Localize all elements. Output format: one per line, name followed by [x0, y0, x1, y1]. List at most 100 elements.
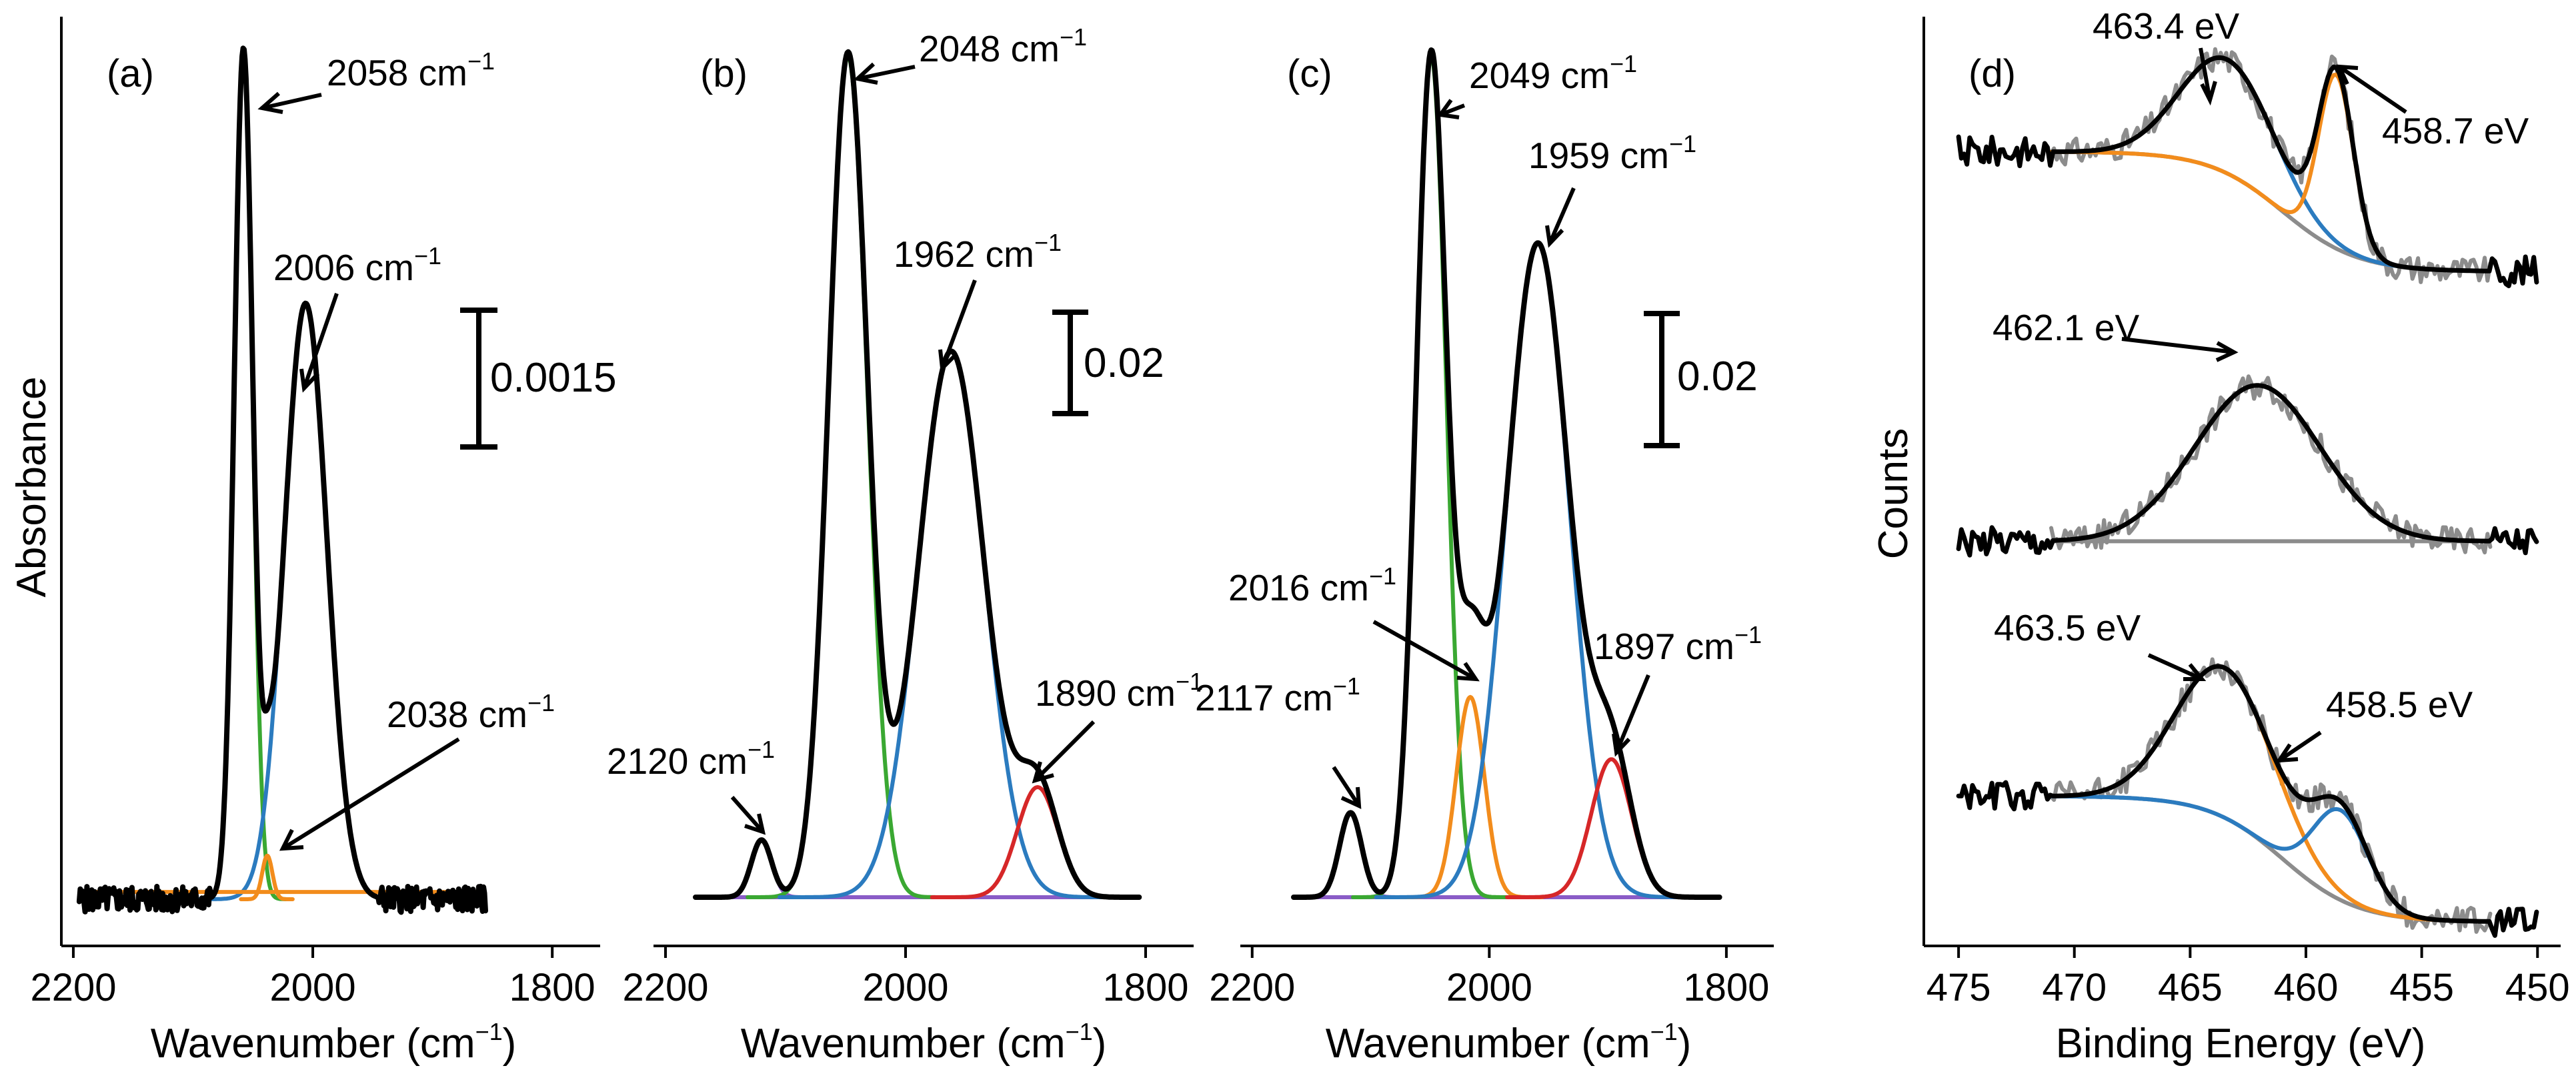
- panel-a-annotation-2058: 2058 cm−1: [327, 47, 495, 93]
- panel-a-xlabel: Wavenumber (cm−1): [151, 1018, 517, 1067]
- panel-d-bottom-envelope: [1956, 664, 2539, 938]
- panel-a-label: (a): [107, 52, 154, 95]
- panel-d-arrow-463-4: [2199, 47, 2217, 106]
- panel-d-ylabel: Counts: [1870, 428, 1916, 559]
- panel-c-annotation-2117-sup: −1: [1333, 672, 1360, 700]
- panel-a-annotation-2038-sup: −1: [527, 689, 555, 716]
- panel-c-annotation-2117-text: 2117 cm: [1195, 677, 1333, 718]
- panel-c-scale-bar-label: 0.02: [1677, 354, 1758, 400]
- panel-c-component-1897: [1505, 757, 1718, 899]
- panel-b-component-1890: [930, 785, 1142, 899]
- panel-a-xtick-label: 2200: [30, 966, 116, 1009]
- panel-b-xtick-label: 2200: [622, 966, 708, 1009]
- panel-d-annotation-458-5: 458.5 eV: [2326, 684, 2473, 725]
- panel-b-total-spectrum: [693, 49, 1142, 900]
- panel-b-annotation-2048: 2048 cm−1: [919, 23, 1087, 69]
- panel-c-component-2117: [1292, 811, 1410, 899]
- panel-a-annotation-2006-sup: −1: [414, 242, 441, 269]
- panel-b-annotation-2120-sup: −1: [748, 736, 775, 763]
- panel-b-arrow-1890: [1032, 720, 1096, 784]
- panel-c-annotation-2117: 2117 cm−1: [1195, 672, 1360, 718]
- panel-d-top-component-463-4-eV: [2049, 55, 2491, 274]
- panel-a-arrow-2006: [299, 293, 339, 393]
- panel-c-annotation-2049: 2049 cm−1: [1469, 50, 1637, 96]
- panel-b-annotation-1962: 1962 cm−1: [894, 229, 1062, 275]
- panel-a-xtick-label: 1800: [509, 966, 595, 1009]
- panel-b-annotation-1962-sup: −1: [1034, 229, 1062, 256]
- panel-d-xtick-label: 475: [1926, 966, 1991, 1009]
- panel-d-arrow-462-1: [2121, 337, 2239, 362]
- panel-b-xlabel-main: Wavenumber (cm: [741, 1021, 1066, 1067]
- panel-c-xtick-label: 1800: [1683, 966, 1769, 1009]
- panel-d-label: (d): [1969, 52, 2016, 95]
- panel-b-scale-bar-label: 0.02: [1084, 340, 1164, 386]
- panel-c-arrow-1959: [1545, 187, 1576, 248]
- panel-c-annotation-2016: 2016 cm−1: [1228, 562, 1396, 608]
- panel-b-annotation-2048-sup: −1: [1060, 23, 1087, 51]
- panel-c-annotation-2016-text: 2016 cm: [1228, 567, 1369, 608]
- panel-d: 475 470 465 460 455 450 (d) Counts Binding En…: [1870, 5, 2570, 1067]
- panel-d-top-component-458-7-eV: [2049, 72, 2491, 274]
- panel-b-annotation-1962-text: 1962 cm: [894, 233, 1034, 275]
- panel-a-xlabel-sup: −1: [475, 1018, 503, 1045]
- panel-d-bottom-component-458-5-eV: [2049, 794, 2491, 924]
- panel-d-fit-curves: [1956, 47, 2539, 938]
- panel-d-annotation-458-7: 458.7 eV: [2382, 110, 2529, 151]
- panel-a-ylabel: Absorbance: [9, 377, 55, 598]
- panel-a-total-spectrum: [76, 45, 488, 915]
- panel-c-component-1959: [1374, 241, 1702, 899]
- panel-d-xlabel: Binding Energy (eV): [2056, 1021, 2426, 1067]
- panel-a-xtick-label: 2000: [270, 966, 356, 1009]
- panel-c-fit-curves: [1291, 47, 1722, 900]
- panel-b-annotation-2120-text: 2120 cm: [607, 740, 748, 782]
- panel-d-xtick-label: 470: [2042, 966, 2107, 1009]
- panel-a-annotation-2058-sup: −1: [467, 47, 495, 75]
- panel-d-middle-envelope: [1956, 383, 2539, 558]
- panel-d-middle-raw-data: [2049, 374, 2493, 555]
- panel-a-xlabel-main: Wavenumber (cm: [151, 1021, 475, 1067]
- panel-b: 2200 2000 1800 (b) Wavenumber (cm−1) 0.02 …: [607, 23, 1203, 1067]
- panel-d-ticks: 475 470 465 460 455 450: [1926, 946, 2570, 1009]
- panel-b-annotation-1890-sup: −1: [1176, 668, 1203, 695]
- panel-d-arrow-463-5: [2147, 653, 2207, 681]
- panel-d-top-raw-data: [2049, 47, 2493, 284]
- panel-c-xlabel-main: Wavenumber (cm: [1326, 1021, 1650, 1067]
- panel-a-component-2038: [239, 853, 295, 901]
- panel-b-component-2048: [746, 54, 950, 899]
- panel-c-annotation-2049-sup: −1: [1610, 50, 1637, 77]
- panel-c-annotation-1897-text: 1897 cm: [1594, 626, 1734, 667]
- panel-b-xtick-label: 2000: [862, 966, 948, 1009]
- panel-a-annotation-2058-text: 2058 cm: [327, 52, 467, 93]
- panel-d-bottom-background: [2049, 794, 2491, 924]
- panel-c-ticks: 2200 2000 1800: [1209, 946, 1769, 1009]
- panel-c-xtick-label: 2200: [1209, 966, 1295, 1009]
- panel-a-annotation-2038: 2038 cm−1: [387, 689, 555, 735]
- panel-b-component-1962: [778, 349, 1125, 899]
- panel-d-xtick-label: 460: [2274, 966, 2339, 1009]
- panel-c-xlabel-end: ): [1678, 1021, 1692, 1067]
- panel-a-arrow-2058: [257, 91, 322, 114]
- panel-c-xlabel-sup: −1: [1650, 1018, 1678, 1045]
- panel-b-arrow-2048: [853, 62, 916, 85]
- panel-c-arrow-2049: [1436, 99, 1466, 119]
- panel-a-scale-bar-label: 0.0015: [490, 355, 617, 401]
- panel-a-annotation-2006-text: 2006 cm: [273, 247, 414, 288]
- panel-c-annotation-1959-sup: −1: [1669, 130, 1696, 157]
- panel-a-component-2058: [193, 55, 292, 901]
- panel-b-arrow-1962: [938, 279, 977, 373]
- panel-b-xlabel: Wavenumber (cm−1): [741, 1018, 1107, 1067]
- panel-a: 2200 2000 1800 (a) Absorbance Wavenumber (…: [9, 17, 617, 1067]
- panel-b-xtick-label: 1800: [1102, 966, 1188, 1009]
- panel-a-fit-curves: [76, 45, 488, 915]
- panel-b-arrow-2120: [730, 796, 766, 835]
- panel-c-arrow-1897: [1612, 674, 1650, 757]
- panel-b-fit-curves: [693, 49, 1142, 900]
- panel-b-ticks: 2200 2000 1800: [622, 946, 1189, 1009]
- panel-d-xtick-label: 465: [2158, 966, 2223, 1009]
- panel-d-annotation-462-1: 462.1 eV: [1993, 307, 2140, 348]
- panel-d-top-background: [2049, 149, 2491, 274]
- panel-a-ticks: 2200 2000 1800: [30, 946, 595, 1009]
- panel-d-arrow-458-7: [2336, 64, 2407, 114]
- panel-a-annotation-2006: 2006 cm−1: [273, 242, 441, 288]
